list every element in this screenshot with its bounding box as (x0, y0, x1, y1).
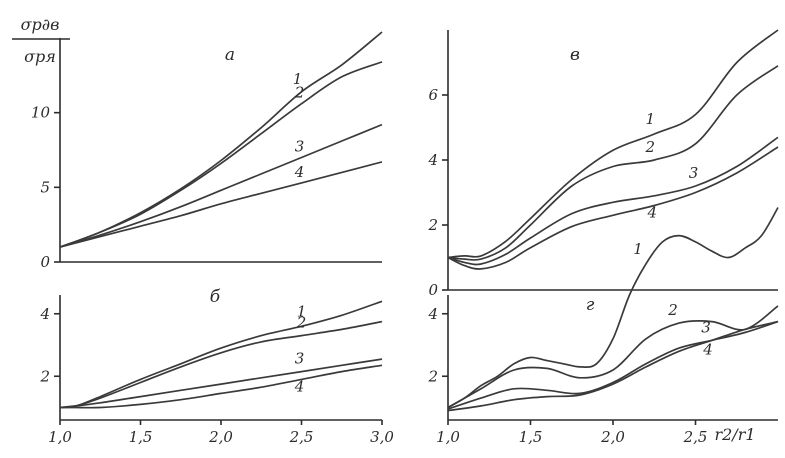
v-y-tick-label: 2 (427, 216, 438, 234)
a-series-2-label: 2 (294, 84, 305, 102)
panel-g: 2 4 1,0 1,5 2,0 2,5 г 1 2 3 4 (427, 207, 779, 446)
a-series-1-line (59, 31, 383, 248)
g-series-3-label: 3 (701, 318, 711, 336)
panel-v: 0 2 4 6 в 1 2 3 4 (427, 29, 779, 299)
g-x-tick-label: 1,0 (436, 428, 460, 446)
g-series-2-label: 2 (667, 301, 678, 319)
b-y-tick-label: 4 (39, 305, 50, 323)
a-series-1-label: 1 (293, 70, 303, 88)
v-y-tick-label: 4 (427, 151, 438, 169)
v-series-2-line (447, 65, 779, 261)
b-series-3-line (59, 358, 383, 409)
g-x-tick-label: 2,0 (600, 428, 625, 446)
a-series-3-line (59, 123, 383, 248)
v-series-3-label: 3 (689, 164, 699, 182)
a-panel-label: а (225, 45, 235, 65)
y-axis-label-denominator: σpя (24, 47, 56, 66)
panel-a: 0 5 10 а 12 3 4 (31, 31, 383, 271)
b-series-2-label: 2 (296, 314, 307, 332)
b-series-1-label: 1 (297, 302, 307, 320)
g-series-1-line (447, 207, 779, 409)
b-series-1-line (59, 300, 383, 409)
g-y-tick-label: 4 (427, 305, 438, 323)
v-y-tick-label: 6 (428, 86, 438, 104)
b-x-tick-label: 3,0 (370, 428, 394, 446)
b-x-tick-label: 1,0 (48, 428, 72, 446)
a-y-tick-label: 10 (31, 104, 51, 122)
v-series-4-line (447, 146, 779, 270)
g-panel-label: г (586, 295, 595, 315)
v-series-1-label: 1 (645, 110, 655, 128)
v-series-3-line (447, 136, 779, 266)
b-x-tick-label: 1,5 (129, 428, 153, 446)
v-series-4-label: 4 (646, 204, 657, 222)
a-y-tick-label: 0 (40, 253, 50, 271)
b-series-4-line (60, 364, 383, 409)
b-x-tick-label: 2,0 (208, 428, 233, 446)
g-x-tick-label: 2,5 (683, 428, 708, 446)
b-y-tick-label: 2 (39, 367, 50, 385)
g-series-1-label: 1 (633, 240, 643, 258)
b-series-3-label: 3 (295, 350, 305, 368)
b-series-2-line (59, 320, 383, 409)
a-series-4-label: 4 (294, 163, 305, 181)
v-series-2-label: 2 (644, 138, 655, 156)
v-series-1-line (447, 29, 779, 259)
g-series-3-line (447, 320, 779, 410)
y-axis-label: σp∂в σpя (12, 15, 70, 66)
a-series-4-line (59, 161, 383, 248)
g-series-4-label: 4 (702, 340, 713, 358)
x-axis-label: r2/r1 (714, 425, 755, 444)
g-y-tick-label: 2 (427, 367, 438, 385)
g-series-4-line (447, 320, 779, 412)
y-axis-label-numerator: σp∂в (21, 15, 60, 34)
a-y-tick-label: 5 (40, 178, 50, 196)
b-series-4-label: 4 (294, 377, 305, 395)
g-x-tick-label: 1,5 (519, 428, 543, 446)
g-series-2-line (447, 305, 779, 409)
a-series-3-label: 3 (295, 137, 305, 155)
a-series-2-line (59, 61, 383, 248)
b-x-tick-label: 2,5 (289, 428, 314, 446)
v-y-tick-label: 0 (428, 281, 438, 299)
b-panel-label: б (210, 287, 221, 307)
v-panel-label: в (570, 45, 580, 65)
